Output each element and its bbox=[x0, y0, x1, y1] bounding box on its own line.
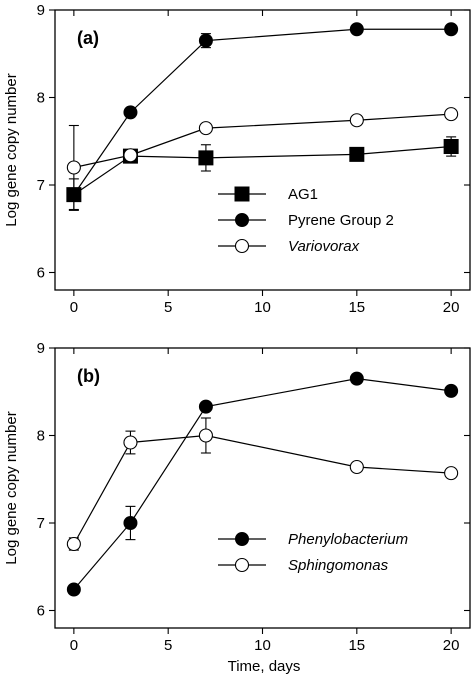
series-1 bbox=[66, 417, 459, 552]
data-point bbox=[198, 399, 213, 414]
x-tick-label: 10 bbox=[254, 299, 271, 316]
legend-entry: Sphingomonas bbox=[218, 557, 389, 574]
x-tick-label: 15 bbox=[348, 637, 365, 654]
data-point bbox=[66, 582, 81, 597]
x-tick-label: 5 bbox=[164, 637, 172, 654]
legend-entry: Phenylobacterium bbox=[218, 531, 408, 548]
legend-marker bbox=[235, 213, 249, 227]
series-0 bbox=[66, 371, 459, 597]
data-point bbox=[66, 160, 81, 175]
data-point bbox=[123, 516, 138, 530]
y-axis-label: Log gene copy number bbox=[3, 411, 20, 564]
y-tick-label: 8 bbox=[37, 428, 45, 445]
series-1 bbox=[66, 22, 459, 202]
legend-label: Variovorax bbox=[288, 238, 360, 255]
legend-marker bbox=[234, 238, 250, 254]
legend-marker bbox=[234, 186, 250, 202]
x-tick-label: 5 bbox=[164, 299, 172, 316]
legend-entry: AG1 bbox=[218, 186, 318, 203]
data-point bbox=[349, 459, 364, 475]
data-point bbox=[444, 107, 459, 122]
y-tick-label: 7 bbox=[37, 177, 45, 194]
data-point bbox=[66, 536, 81, 552]
legend-entry: Pyrene Group 2 bbox=[218, 212, 394, 229]
y-tick-label: 9 bbox=[37, 340, 45, 357]
legend-label: Pyrene Group 2 bbox=[288, 212, 394, 229]
legend-marker bbox=[234, 557, 250, 573]
y-tick-label: 6 bbox=[37, 265, 45, 282]
panel-label: (a) bbox=[77, 28, 99, 48]
x-tick-label: 20 bbox=[443, 299, 460, 316]
x-tick-label: 0 bbox=[70, 637, 78, 654]
data-point bbox=[444, 466, 459, 481]
legend-entry: Variovorax bbox=[218, 238, 360, 255]
data-point bbox=[443, 139, 459, 154]
data-point bbox=[349, 371, 364, 386]
data-point bbox=[198, 428, 213, 443]
y-tick-label: 9 bbox=[37, 2, 45, 19]
data-point bbox=[198, 121, 213, 136]
legend-marker bbox=[235, 532, 249, 546]
panel-b: 0 5 10 15 20 6 7 8 9 Log gene copy number (b) Pheny… bbox=[3, 340, 471, 654]
data-point bbox=[198, 33, 213, 48]
data-point bbox=[123, 148, 138, 163]
legend-label: Sphingomonas bbox=[288, 557, 389, 574]
series-2 bbox=[66, 107, 459, 211]
panel-a: 0 5 10 15 20 6 7 8 9 Log gene copy number (a) AG1 Py… bbox=[3, 2, 471, 316]
y-tick-label: 6 bbox=[37, 603, 45, 620]
data-point bbox=[123, 105, 138, 120]
x-tick-label: 10 bbox=[254, 637, 271, 654]
data-point bbox=[349, 22, 364, 37]
data-point bbox=[198, 150, 214, 166]
x-tick-label: 0 bbox=[70, 299, 78, 316]
x-tick-label: 20 bbox=[443, 637, 460, 654]
y-tick-label: 8 bbox=[37, 90, 45, 107]
legend-label: AG1 bbox=[288, 186, 318, 203]
x-axis-label: Time, days bbox=[228, 658, 301, 675]
legend-label: Phenylobacterium bbox=[288, 531, 408, 548]
data-point bbox=[444, 22, 459, 37]
x-tick-label: 15 bbox=[348, 299, 365, 316]
data-point bbox=[123, 435, 138, 450]
panel-label: (b) bbox=[77, 366, 100, 386]
y-axis-label: Log gene copy number bbox=[3, 73, 20, 226]
data-point bbox=[349, 146, 365, 162]
y-tick-label: 7 bbox=[37, 515, 45, 532]
data-point bbox=[444, 383, 459, 398]
data-point bbox=[349, 113, 364, 128]
